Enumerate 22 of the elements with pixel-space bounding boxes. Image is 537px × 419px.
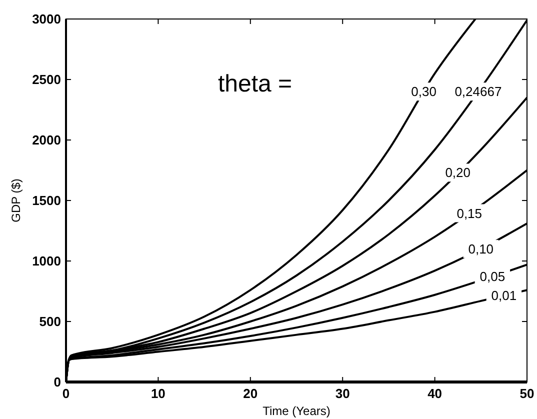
y-tick-label: 2500 — [32, 72, 61, 88]
series-label: 0,30 — [411, 84, 436, 100]
x-tick-label: 30 — [335, 386, 350, 401]
series-label: 0,24667 — [454, 84, 502, 100]
annotation: theta = — [218, 70, 292, 98]
x-tick-label: 20 — [243, 386, 258, 401]
series-label: 0,01 — [491, 288, 517, 304]
y-tick-label: 500 — [39, 314, 61, 330]
y-tick-label: 0 — [54, 374, 61, 390]
series-label: 0,05 — [480, 268, 506, 284]
y-axis-title: GDP ($) — [9, 178, 23, 222]
series-label: 0,20 — [445, 165, 471, 180]
y-tick-label: 1500 — [32, 193, 61, 208]
series-label: 0,15 — [456, 206, 482, 221]
x-axis-title: Time (Years) — [262, 404, 330, 418]
y-tick-label: 3000 — [32, 12, 61, 27]
y-tick-label: 1000 — [32, 254, 61, 269]
x-tick-label: 10 — [150, 386, 166, 401]
x-tick-label: 50 — [520, 386, 534, 401]
series-label: 0,10 — [468, 241, 494, 256]
y-tick-label: 2000 — [32, 132, 61, 148]
x-tick-label: 40 — [428, 386, 442, 401]
